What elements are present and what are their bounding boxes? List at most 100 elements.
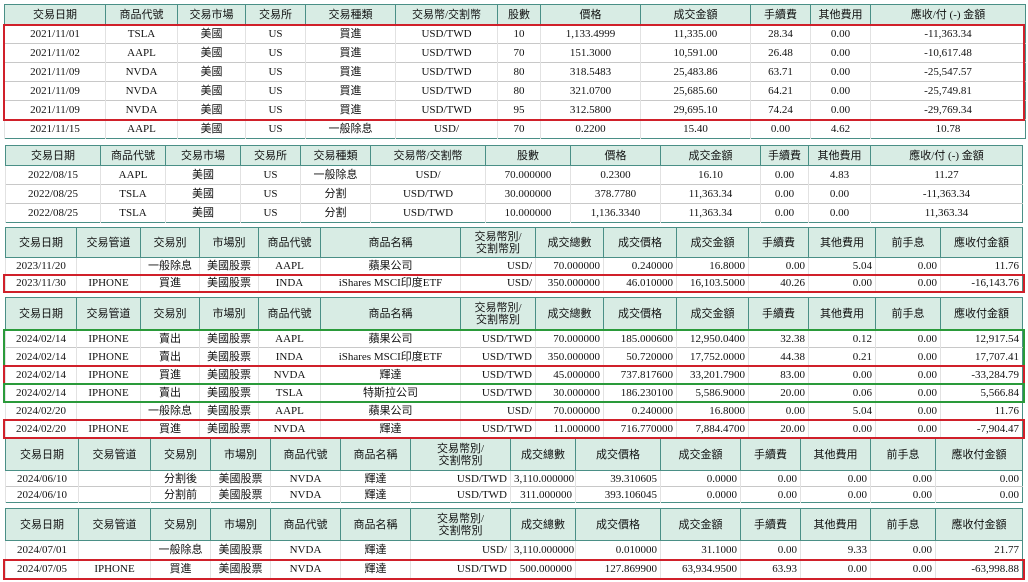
cell: 500.000000 — [510, 559, 576, 579]
cell: 蘋果公司 — [320, 257, 461, 275]
cell: 10.000000 — [485, 203, 571, 223]
cell: 輝達 — [320, 419, 461, 438]
column-header: 前手息 — [875, 227, 941, 258]
cell: 4.83 — [808, 165, 871, 185]
cell: 11,363.34 — [660, 184, 761, 204]
column-header: 市場別 — [199, 227, 259, 258]
cell: -10,617.48 — [870, 43, 1026, 63]
cell: 40.26 — [748, 274, 809, 292]
cell: 美國 — [177, 24, 246, 44]
cell: 318.5483 — [540, 62, 641, 82]
column-header: 交易幣別/ 交割幣別 — [460, 227, 536, 258]
cell: -16,143.76 — [940, 274, 1023, 292]
cell: 0.00 — [870, 470, 936, 487]
column-header: 市場別 — [210, 438, 271, 471]
cell: 美國 — [165, 165, 241, 185]
cell: 127.869900 — [575, 559, 661, 579]
cell: 特斯拉公司 — [320, 383, 461, 402]
cell: 393.106045 — [575, 486, 661, 503]
cell: 美國 — [177, 81, 246, 101]
cell: 2024/07/01 — [5, 540, 79, 560]
cell: -25,547.57 — [870, 62, 1026, 82]
column-header: 其他費用 — [808, 227, 876, 258]
data-row: 2024/07/01 一般除息 美國股票 NVDA 輝達 USD/3,110.000000… — [5, 540, 1023, 560]
cell: 買進 — [305, 24, 396, 44]
cell: 0.00 — [748, 257, 809, 275]
column-header: 成交價格 — [603, 227, 677, 258]
cell: 311.000000 — [510, 486, 576, 503]
column-header: 應收/付 (-) 金額 — [870, 145, 1023, 166]
data-row: 2021/11/09 NVDA 美國 US 買進 USD/TWD 80 318.5483 25,… — [4, 62, 1026, 82]
cell: 0.00 — [750, 119, 811, 139]
cell — [78, 540, 151, 560]
cell: 0.00 — [808, 419, 876, 438]
cell: NVDA — [105, 100, 178, 120]
cell: 0.00 — [808, 274, 876, 292]
cell: 蘋果公司 — [320, 401, 461, 420]
data-row: 2024/07/05 IPHONE 買進 美國股票 NVDA 輝達 USD/TWD 500.0… — [5, 559, 1023, 579]
column-header: 成交價格 — [575, 438, 661, 471]
cell: 0.010000 — [575, 540, 661, 560]
cell: 美國 — [177, 43, 246, 63]
cell: 30.000000 — [485, 184, 571, 204]
column-header: 交易別 — [140, 297, 200, 330]
cell: 0.00 — [800, 486, 871, 503]
column-header: 商品代號 — [258, 297, 321, 330]
cell: US — [245, 24, 306, 44]
data-row: 2021/11/09 NVDA 美國 US 買進 USD/TWD 80 321.0700 25,… — [4, 81, 1026, 101]
cell: 美國股票 — [199, 401, 259, 420]
cell: 分割 — [300, 203, 371, 223]
column-header: 手續費 — [748, 297, 809, 330]
cell: 0.00 — [875, 347, 941, 366]
cell: 買進 — [305, 81, 396, 101]
cell: 9.33 — [800, 540, 871, 560]
column-header: 交易日期 — [5, 438, 79, 471]
cell: 0.00 — [760, 184, 809, 204]
column-header: 成交總數 — [535, 227, 604, 258]
cell: 29,695.10 — [640, 100, 751, 120]
cell: NVDA — [105, 81, 178, 101]
cell: 2024/02/14 — [5, 365, 77, 384]
cell: 2024/06/10 — [5, 486, 79, 503]
column-header: 商品代號 — [105, 4, 178, 25]
cell: iShares MSCI印度ETF — [320, 274, 461, 292]
cell: 25,483.86 — [640, 62, 751, 82]
transaction-table: 交易日期 交易管道 交易別 市場別 商品代號 商品名稱 交易幣別/ 交割幣別 成交總數 成交價格… — [5, 227, 1023, 292]
cell: 45.000000 — [535, 365, 604, 384]
data-row: 2021/11/09 NVDA 美國 US 買進 USD/TWD 95 312.5800 29,… — [4, 100, 1026, 120]
cell: -11,363.34 — [870, 184, 1023, 204]
column-header: 應收/付 (-) 金額 — [870, 4, 1026, 25]
transaction-table: 交易日期 交易管道 交易別 市場別 商品代號 商品名稱 交易幣別/ 交割幣別 成交總數 成交價格… — [5, 438, 1023, 503]
column-header: 價格 — [540, 4, 641, 25]
cell: 2024/02/14 — [5, 329, 77, 348]
cell: TSLA — [100, 203, 166, 223]
cell: 16.8000 — [676, 401, 749, 420]
cell: -29,769.34 — [870, 100, 1026, 120]
cell: 17,752.0000 — [676, 347, 749, 366]
cell: 378.7780 — [570, 184, 661, 204]
cell: 美國股票 — [199, 329, 259, 348]
column-header: 交易管道 — [78, 438, 151, 471]
column-header: 商品名稱 — [340, 508, 411, 541]
cell: 賣出 — [140, 329, 200, 348]
cell: 0.2300 — [570, 165, 661, 185]
column-header: 交易別 — [150, 438, 211, 471]
cell: 11,363.34 — [870, 203, 1023, 223]
cell: NVDA — [270, 540, 341, 560]
cell: 0.21 — [808, 347, 876, 366]
cell: 2023/11/20 — [5, 257, 77, 275]
column-header: 成交金額 — [640, 4, 751, 25]
cell: USD/TWD — [410, 486, 511, 503]
cell: 0.00 — [740, 486, 801, 503]
cell: 2024/02/20 — [5, 419, 77, 438]
cell: US — [245, 43, 306, 63]
column-header: 成交金額 — [660, 438, 741, 471]
cell: 12,917.54 — [940, 329, 1023, 348]
cell: 46.010000 — [603, 274, 677, 292]
cell: USD/ — [410, 540, 511, 560]
data-row: 2022/08/25 TSLA 美國 US 分割 USD/TWD 10.000000 1,13… — [5, 203, 1023, 223]
column-header: 商品名稱 — [320, 227, 461, 258]
cell: US — [240, 203, 301, 223]
cell — [76, 257, 141, 275]
cell: 0.00 — [875, 401, 941, 420]
